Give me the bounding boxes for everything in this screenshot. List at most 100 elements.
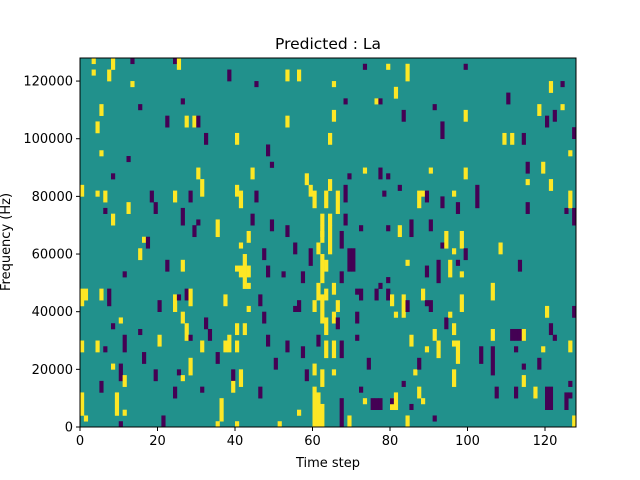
heatmap-cell-low <box>552 334 557 341</box>
heatmap-cell-low <box>409 403 414 411</box>
heatmap-cell-high <box>463 167 468 180</box>
heatmap-cell-low <box>463 63 468 70</box>
heatmap-cell-low <box>173 386 178 399</box>
heatmap-cell-high <box>215 421 220 428</box>
heatmap-cell-high <box>180 311 185 324</box>
heatmap-cell-low <box>196 115 201 128</box>
heatmap-cell-low <box>126 156 131 163</box>
heatmap-cell-low <box>548 323 554 336</box>
heatmap-cell-high <box>122 375 127 387</box>
heatmap-cell-low <box>184 288 189 301</box>
heatmap-cell-high <box>316 282 321 301</box>
heatmap-cell-low <box>517 259 523 272</box>
y-tick-label: 0 <box>65 421 73 436</box>
heatmap-cell-low <box>266 334 271 347</box>
heatmap-cell-low <box>440 242 445 249</box>
heatmap-cell-low <box>339 271 344 284</box>
heatmap-cell-low <box>343 98 348 105</box>
heatmap-cell-high <box>417 386 422 399</box>
heatmap-cell-low <box>378 282 383 289</box>
heatmap-cell-low <box>138 104 143 111</box>
heatmap-cell-low <box>440 121 445 140</box>
heatmap-cell-low <box>196 219 201 226</box>
heatmap-cell-high <box>192 115 197 128</box>
x-tick-label: 60 <box>304 434 321 449</box>
heatmap-cell-low <box>258 294 263 307</box>
heatmap-cell-low <box>165 259 170 272</box>
heatmap-cell-high <box>328 225 333 255</box>
heatmap-cell-high <box>235 323 240 336</box>
heatmap-cell-low <box>145 236 151 249</box>
heatmap-cell-high <box>498 242 503 255</box>
plot-frame <box>79 57 577 428</box>
heatmap-cell-high <box>320 403 325 428</box>
heatmap-cell-low <box>188 334 193 341</box>
heatmap-cell-high <box>397 225 402 238</box>
heatmap-cell-high <box>200 179 205 197</box>
heatmap-cell-high <box>126 202 131 214</box>
heatmap-cell-high <box>111 213 116 226</box>
heatmap-cell-high <box>111 58 116 70</box>
heatmap-cell-high <box>320 254 325 284</box>
heatmap-cell-low <box>444 317 449 330</box>
heatmap-cell-high <box>80 392 85 416</box>
heatmap-cell-high <box>521 328 526 341</box>
heatmap-cell-low <box>269 161 275 168</box>
x-tick-label: 0 <box>76 434 84 449</box>
heatmap-cell-low <box>293 242 298 255</box>
heatmap-cell-high <box>331 340 337 359</box>
heatmap-cell-high <box>180 375 185 382</box>
heatmap-cell-high <box>99 104 104 116</box>
heatmap-cell-high <box>452 340 457 347</box>
heatmap-cell-high <box>510 132 515 145</box>
heatmap-cell-low <box>339 230 344 249</box>
heatmap-cell-low <box>122 271 127 278</box>
heatmap-cell-low <box>192 225 197 238</box>
heatmap-cell-low <box>548 386 554 410</box>
heatmap-cell-high <box>331 311 337 324</box>
heatmap-cell-low <box>138 328 143 336</box>
heatmap-cell-high <box>235 340 240 353</box>
heatmap-cell-low <box>401 380 406 387</box>
heatmap-cell-low <box>180 98 185 105</box>
heatmap-cell-high <box>200 340 205 353</box>
heatmap-cell-high <box>238 190 244 209</box>
heatmap-cell-low <box>521 363 526 370</box>
heatmap-cell-high <box>324 288 329 301</box>
y-tick-label: 80000 <box>32 190 73 205</box>
heatmap-cell-high <box>223 294 228 307</box>
heatmap-cell-low <box>397 184 402 191</box>
heatmap-cell-low <box>316 334 321 347</box>
heatmap-cell-low <box>378 98 383 105</box>
heatmap-cell-low <box>355 311 360 324</box>
chart-title: Predicted : La <box>275 35 381 53</box>
heatmap-cell-high <box>533 386 538 399</box>
heatmap-cell-high <box>95 121 100 134</box>
heatmap-cell-low <box>339 340 344 359</box>
heatmap-cell-low <box>494 386 499 399</box>
heatmap-cell-high <box>80 340 85 353</box>
heatmap-cell-low <box>200 386 205 393</box>
heatmap-cell-high <box>138 248 143 261</box>
heatmap-cell-low <box>374 288 379 301</box>
heatmap-cell-high <box>374 98 379 105</box>
heatmap-cell-high <box>444 230 449 249</box>
heatmap-cell-high <box>331 369 337 376</box>
heatmap-cell-high <box>238 242 244 249</box>
heatmap-cell-low <box>254 81 259 88</box>
heatmap-cell-low <box>262 311 267 324</box>
heatmap-cell-low <box>424 190 430 203</box>
heatmap-cell-low <box>386 225 391 232</box>
heatmap-cell-low <box>572 127 577 140</box>
heatmap-cell-high <box>393 311 399 318</box>
heatmap-cell-high <box>180 259 185 272</box>
heatmap-cell-high <box>176 58 182 70</box>
heatmap-cell-high <box>568 150 573 157</box>
heatmap-cell-high <box>312 300 317 312</box>
heatmap-cell-high <box>297 69 302 82</box>
heatmap-cell-low <box>510 328 515 341</box>
heatmap-cell-high <box>173 294 178 312</box>
heatmap-cell-high <box>448 259 453 278</box>
heatmap-cell-low <box>111 173 116 180</box>
heatmap-cell-low <box>176 294 182 301</box>
